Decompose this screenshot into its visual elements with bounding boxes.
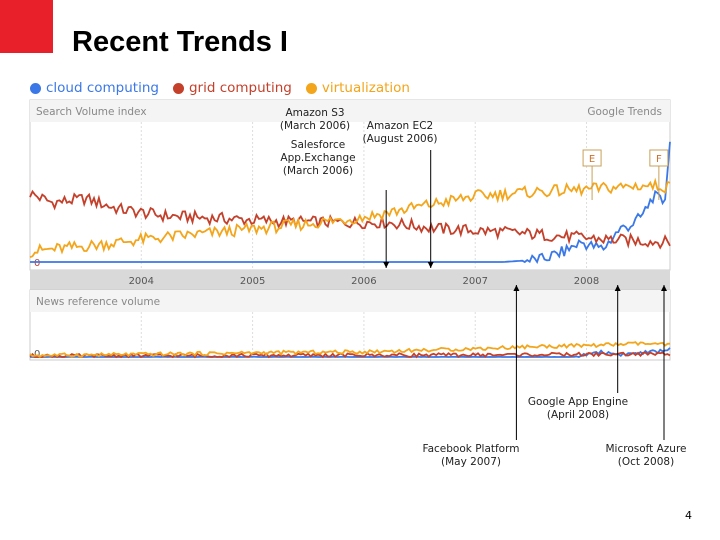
legend-item-grid: grid computing (172, 80, 292, 96)
news-series-line-virtualization (29, 341, 671, 358)
chart-legend: cloud computing grid computing virtualiz… (30, 79, 424, 97)
x-tick-label-2006: 2006 (351, 276, 376, 287)
search-series-line-virtualization (29, 177, 671, 258)
brand-red-square (0, 0, 53, 53)
x-tick-label-2004: 2004 (129, 276, 154, 287)
annotation-amazon-ec2: Amazon EC2 (August 2006) (362, 120, 438, 145)
x-axis-bar (30, 270, 670, 290)
legend-label-cloud: cloud computing (46, 80, 159, 96)
google-trends-label: Google Trends (587, 106, 662, 118)
search-panel-header (30, 100, 670, 122)
pointer-amazon-s3-salesforce-arrowhead (383, 262, 390, 268)
pointer-microsoft-azure-arrowhead (661, 285, 667, 291)
legend-label-virt: virtualization (321, 80, 410, 96)
slide-title: Recent Trends I (72, 26, 288, 58)
marker-label-E: E (589, 154, 595, 165)
search-panel-bg (29, 99, 671, 271)
marker-label-F: F (656, 154, 662, 165)
legend-dot-grid-icon (172, 82, 184, 94)
news-series-line-cloud-computing (30, 347, 671, 358)
search-series-line-cloud-computing (30, 141, 671, 265)
pointer-amazon-ec2-arrowhead (427, 262, 434, 268)
annotation-google-app-engine: Google App Engine (April 2008) (527, 396, 629, 421)
x-tick-label-2008: 2008 (574, 276, 599, 287)
annotation-salesforce: Salesforce App.Exchange (March 2006) (280, 139, 356, 177)
legend-dot-cloud-icon (30, 82, 41, 94)
annotation-amazon-s3: Amazon S3 (March 2006) (279, 107, 351, 132)
search-series-line-grid-computing (29, 189, 671, 250)
legend-item-cloud: cloud computing (30, 80, 159, 96)
legend-dot-virt-icon (305, 82, 317, 94)
x-tick-label-2005: 2005 (240, 276, 265, 287)
page-number: 4 (685, 509, 692, 522)
annotation-microsoft-azure: Microsoft Azure (Oct 2008) (605, 443, 687, 468)
news-panel-title: News reference volume (36, 296, 160, 308)
pointer-facebook-platform-arrowhead (513, 285, 520, 291)
pointer-google-app-engine-arrowhead (614, 285, 621, 291)
annotation-facebook-platform: Facebook Platform (May 2007) (422, 443, 520, 468)
x-tick-label-2007: 2007 (462, 276, 487, 287)
search-zero-label: 0 (34, 258, 40, 269)
legend-item-virt: virtualization (305, 80, 410, 96)
news-panel-header (30, 290, 670, 312)
search-panel-title: Search Volume index (36, 106, 147, 118)
legend-label-grid: grid computing (188, 80, 292, 96)
